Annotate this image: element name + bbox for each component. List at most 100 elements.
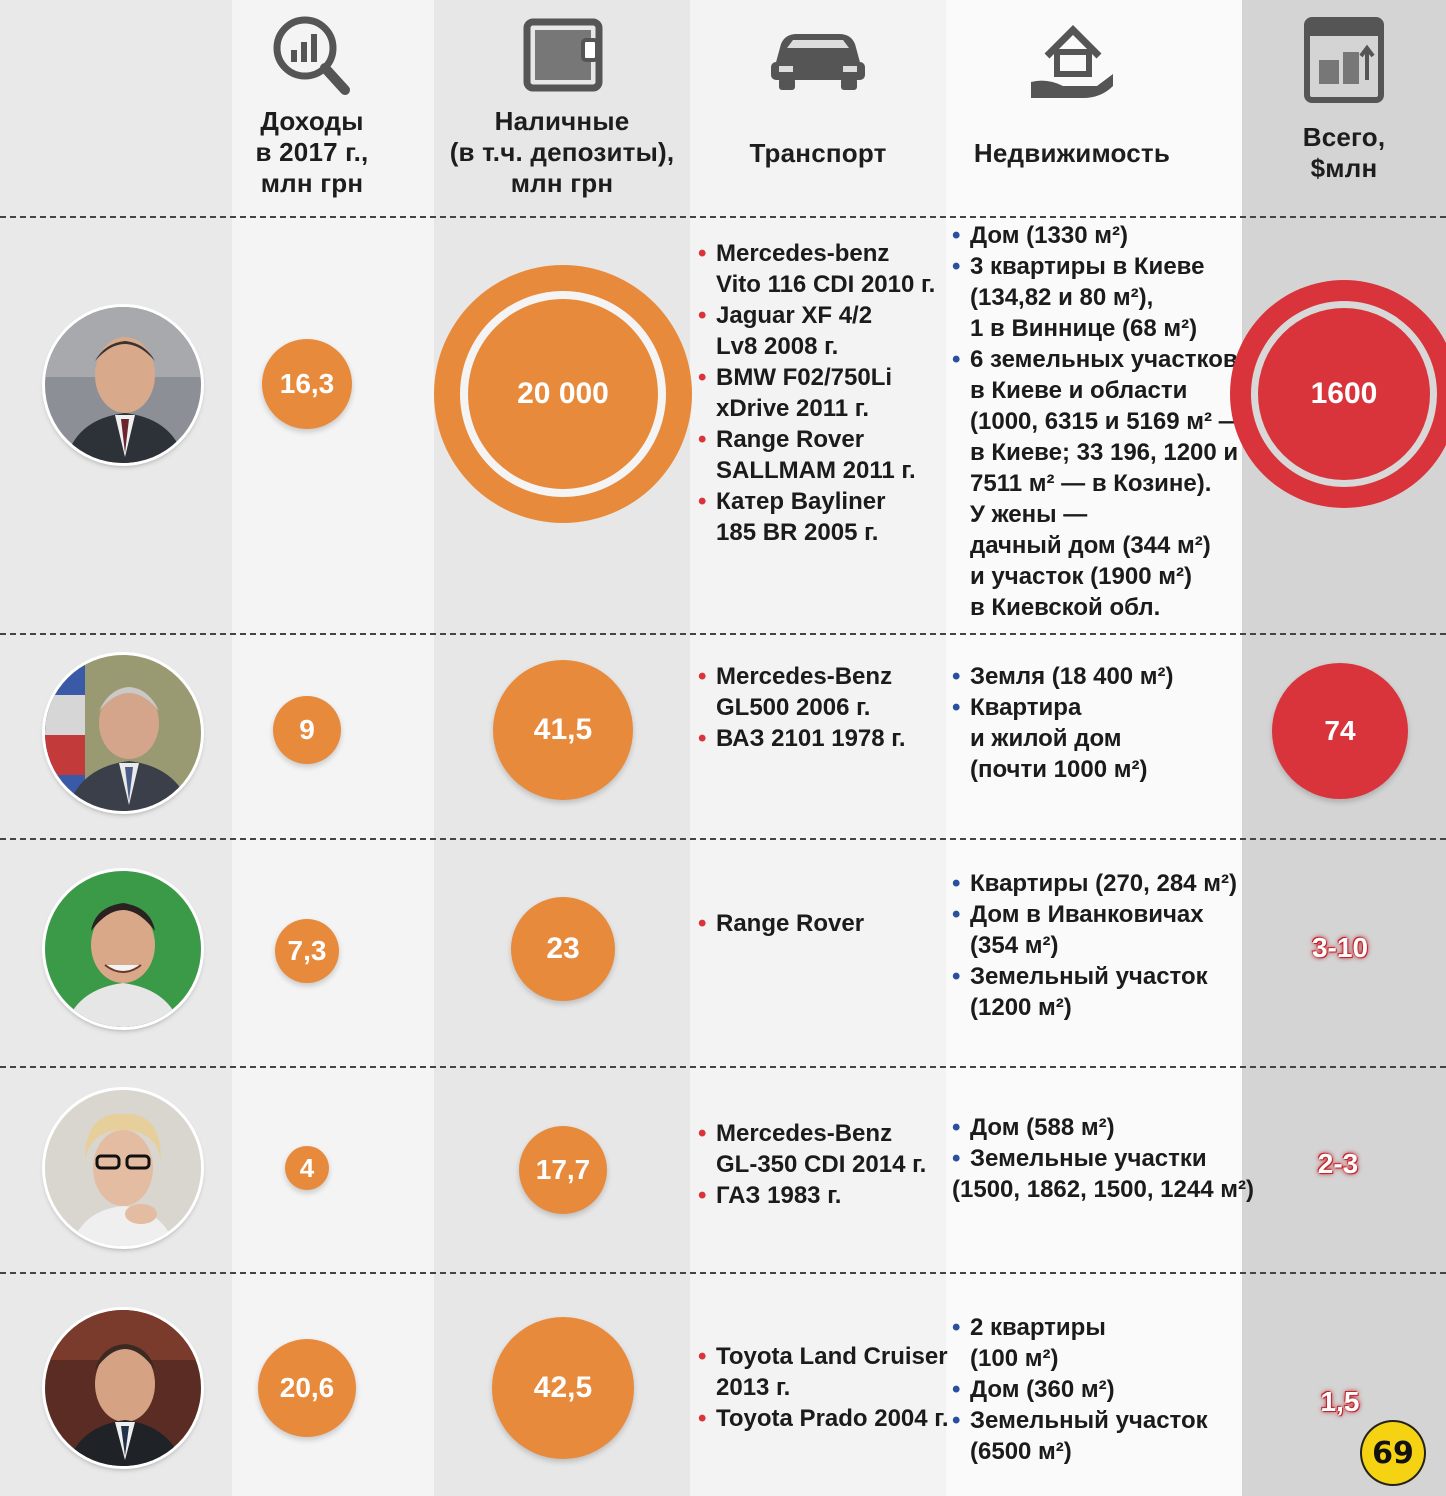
portrait-image: [45, 1090, 201, 1246]
house-hand-icon: [1031, 25, 1113, 98]
list-item: Земельный участок (6500 м²): [952, 1405, 1208, 1467]
list-item: BMW F02/750Li xDrive 2011 г.: [698, 362, 935, 424]
list-item: Квартира и жилой дом (почти 1000 м²): [952, 692, 1174, 785]
car-icon: [771, 34, 865, 90]
table-row: 4 17,7 Mercedes-Benz GL-350 CDI 2014 г. …: [0, 1068, 1446, 1271]
cash-value: 23: [546, 932, 580, 965]
income-value: 9: [299, 714, 315, 745]
total-value: 2-3: [1317, 1148, 1359, 1179]
header-realty-label: Недвижимость: [973, 138, 1171, 168]
avatar: [45, 307, 201, 463]
list-item: Земельные участки: [952, 1143, 1254, 1174]
list-item: Toyota Prado 2004 г.: [698, 1403, 949, 1434]
brand-logo-text: 69: [1372, 1435, 1414, 1471]
portrait-image: [45, 871, 201, 1027]
realty-list: Земля (18 400 м²) Квартира и жилой дом (…: [952, 661, 1174, 785]
header-cash: Наличные (в т.ч. депозиты), млн грн: [434, 0, 690, 210]
income-value: 16,3: [279, 368, 335, 399]
total-value: 3-10: [1311, 932, 1369, 963]
list-item: Mercedes-Benz GL500 2006 г.: [698, 661, 906, 723]
income-bubble: 4: [285, 1146, 329, 1190]
header-total: Всего, $млн: [1242, 0, 1446, 210]
row-divider: [0, 633, 1446, 635]
header-transport: Транспорт: [690, 0, 946, 210]
list-item: Дом (1330 м²): [952, 220, 1243, 251]
list-item-note: (1500, 1862, 1500, 1244 м²): [952, 1176, 1254, 1203]
header-income-label: Доходы в 2017 г., млн грн: [255, 106, 369, 198]
total-value: 1,5: [1320, 1386, 1360, 1417]
cash-bubble: 41,5: [493, 660, 633, 800]
row-divider: [0, 1066, 1446, 1068]
list-item: Земля (18 400 м²): [952, 661, 1174, 692]
list-item: ВАЗ 2101 1978 г.: [698, 723, 906, 754]
cash-bubble: 23: [511, 897, 615, 1001]
brand-logo: 69: [1360, 1420, 1426, 1486]
portrait-image: [45, 655, 201, 811]
header-realty: Недвижимость: [946, 0, 1198, 210]
cash-value: 17,7: [535, 1154, 591, 1185]
cash-bubble: 17,7: [519, 1126, 607, 1214]
transport-list: Mercedes-Benz GL500 2006 г. ВАЗ 2101 197…: [698, 661, 906, 754]
wallet-icon: [523, 18, 603, 92]
cash-bubble: 20 000: [434, 265, 692, 523]
header-income: Доходы в 2017 г., млн грн: [212, 0, 412, 210]
avatar: [45, 871, 201, 1027]
list-item: Jaguar XF 4/2 Lv8 2008 г.: [698, 300, 935, 362]
list-item: Дом в Иванковичах (354 м²): [952, 899, 1237, 961]
header-total-label: Всего, $млн: [1302, 122, 1386, 183]
list-item: Range Rover: [698, 908, 864, 939]
transport-list: Range Rover: [698, 908, 864, 939]
list-item: Range Rover SALLMAM 2011 г.: [698, 424, 935, 486]
table-row: 7,3 23 Range Rover Квартиры (270, 284 м²…: [0, 840, 1446, 1065]
realty-list: Дом (588 м²) Земельные участки (1500, 18…: [952, 1112, 1254, 1205]
transport-list: Toyota Land Cruiser 2013 г. Toyota Prado…: [698, 1341, 949, 1434]
list-item: Дом (360 м²): [952, 1374, 1208, 1405]
transport-list: Mercedes-Benz GL-350 CDI 2014 г. ГАЗ 198…: [698, 1118, 926, 1211]
transport-list: Mercedes-benz Vito 116 CDI 2010 г. Jagua…: [698, 238, 935, 548]
header-transport-label: Транспорт: [749, 138, 887, 168]
total-bubble: 74: [1272, 663, 1408, 799]
income-value: 20,6: [279, 1372, 335, 1403]
cash-value: 42,5: [533, 1371, 593, 1404]
avatar: [45, 1310, 201, 1466]
cash-bubble: 42,5: [492, 1317, 634, 1459]
row-divider: [0, 838, 1446, 840]
realty-list: Квартиры (270, 284 м²) Дом в Иванковичах…: [952, 868, 1237, 1023]
calendar-coins-icon: [1304, 17, 1384, 103]
cash-value: 41,5: [533, 713, 593, 746]
table-row: 20,6 42,5 Toyota Land Cruiser 2013 г. To…: [0, 1274, 1446, 1496]
list-item: Toyota Land Cruiser 2013 г.: [698, 1341, 949, 1403]
total-bubble: 1600: [1230, 280, 1446, 508]
income-bubble: 9: [273, 696, 341, 764]
row-divider: [0, 216, 1446, 218]
portrait-image: [45, 1310, 201, 1466]
avatar: [45, 1090, 201, 1246]
realty-list: Дом (1330 м²) 3 квартиры в Киеве (134,82…: [952, 220, 1243, 623]
income-bubble: 20,6: [258, 1339, 356, 1437]
list-item: Дом (588 м²): [952, 1112, 1254, 1143]
list-item: 3 квартиры в Киеве (134,82 и 80 м²), 1 в…: [952, 251, 1243, 344]
avatar: [45, 655, 201, 811]
list-item: Земельный участок (1200 м²): [952, 961, 1237, 1023]
income-bubble: 7,3: [275, 919, 339, 983]
row-divider: [0, 1272, 1446, 1274]
list-item: Квартиры (270, 284 м²): [952, 868, 1237, 899]
list-item: 2 квартиры (100 м²): [952, 1312, 1208, 1374]
total-value: 74: [1324, 715, 1356, 746]
list-item: Mercedes-benz Vito 116 CDI 2010 г.: [698, 238, 935, 300]
table-row: 16,3 20 000 Mercedes-benz Vito 116 CDI 2…: [0, 218, 1446, 632]
income-value: 4: [299, 1152, 315, 1183]
cash-value: 20 000: [468, 299, 658, 489]
list-item: ГАЗ 1983 г.: [698, 1180, 926, 1211]
table-row: 9 41,5 Mercedes-Benz GL500 2006 г. ВАЗ 2…: [0, 635, 1446, 837]
magnifier-chart-icon: [273, 16, 350, 95]
total-value: 1600: [1258, 308, 1430, 480]
header-cash-label: Наличные (в т.ч. депозиты), млн грн: [449, 106, 675, 198]
list-item: Mercedes-Benz GL-350 CDI 2014 г.: [698, 1118, 926, 1180]
realty-list: 2 квартиры (100 м²) Дом (360 м²) Земельн…: [952, 1312, 1208, 1467]
portrait-image: [45, 307, 201, 463]
list-item: 6 земельных участков в Киеве и области (…: [952, 344, 1243, 623]
list-item: Катер Bayliner 185 BR 2005 г.: [698, 486, 935, 548]
income-value: 7,3: [287, 935, 327, 966]
income-bubble: 16,3: [262, 339, 352, 429]
